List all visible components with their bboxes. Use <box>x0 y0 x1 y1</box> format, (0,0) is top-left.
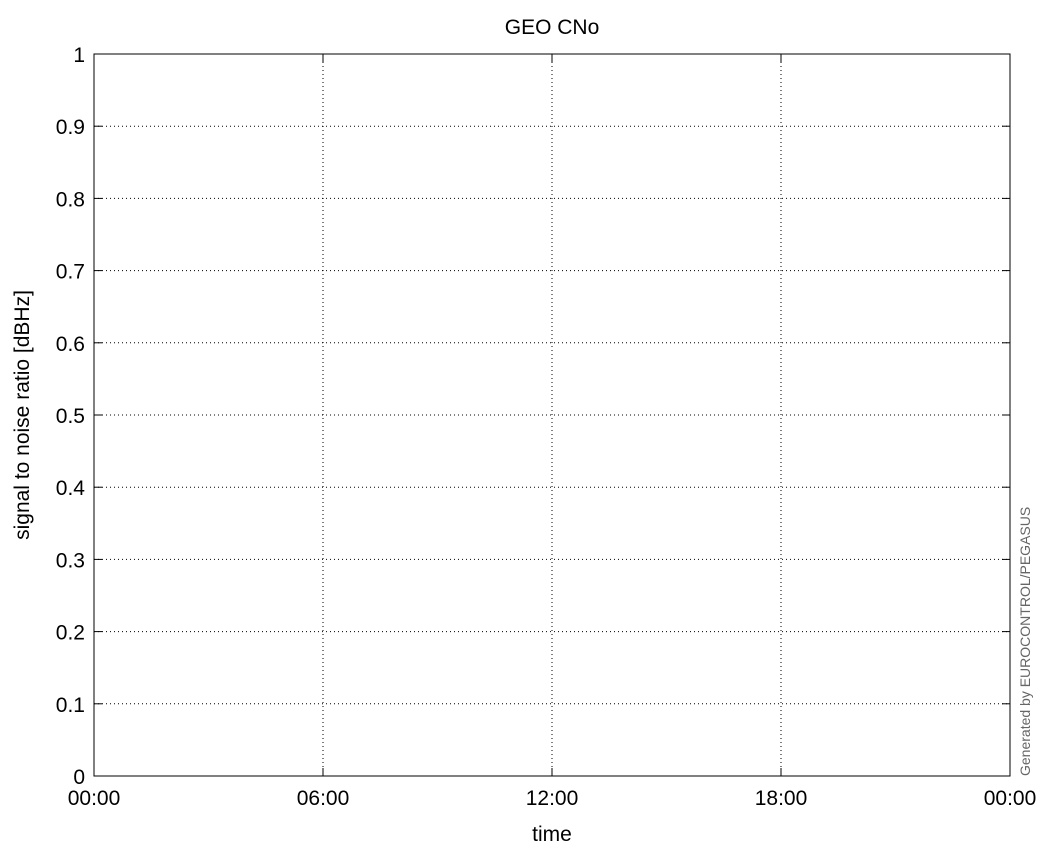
ticks: 0 0.1 0.2 0.3 0.4 0.5 0.6 0.7 0.8 0.9 1 00:00 06:00 1… <box>56 44 1036 810</box>
y-tick-label: 0.4 <box>56 477 86 500</box>
y-axis-label: signal to noise ratio [dBHz] <box>11 290 34 540</box>
chart-title: GEO CNo <box>505 16 600 39</box>
grid <box>94 54 1010 776</box>
y-tick-label: 0.3 <box>56 549 85 572</box>
y-tick-label: 0.8 <box>56 188 85 211</box>
x-tick-label: 06:00 <box>297 787 350 810</box>
y-tick-label: 0.1 <box>56 694 85 717</box>
y-tick-label: 0.7 <box>56 261 85 284</box>
y-tick-label: 0.6 <box>56 333 85 356</box>
y-tick-label: 0.9 <box>56 116 85 139</box>
x-tick-label: 12:00 <box>526 787 579 810</box>
x-tick-label: 00:00 <box>68 787 121 810</box>
x-tick-label: 18:00 <box>755 787 808 810</box>
x-tick-label: 00:00 <box>984 787 1037 810</box>
y-tick-label: 1 <box>73 44 85 67</box>
credit-watermark: Generated by EUROCONTROL/PEGASUS <box>1017 507 1033 776</box>
y-tick-label: 0.2 <box>56 622 85 645</box>
y-tick-label: 0.5 <box>56 405 85 428</box>
x-axis-label: time <box>532 823 572 846</box>
y-tick-label: 0 <box>73 766 85 789</box>
